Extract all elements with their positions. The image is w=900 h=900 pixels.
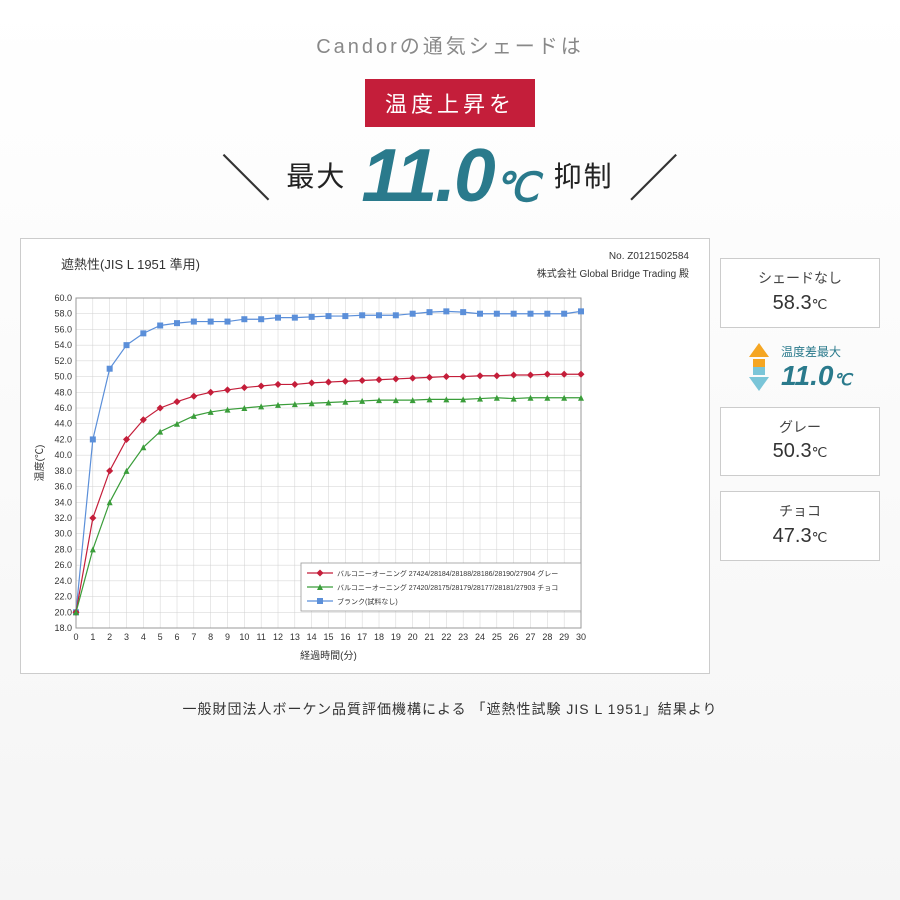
svg-text:14: 14 bbox=[307, 632, 317, 642]
svg-text:32.0: 32.0 bbox=[54, 513, 72, 523]
svg-text:20: 20 bbox=[408, 632, 418, 642]
line-chart: 18.0 20.0 22.0 24.0 26.0 28.0 30.0 32.0 34.0 36.0… bbox=[31, 273, 591, 663]
svg-text:20.0: 20.0 bbox=[54, 607, 72, 617]
svg-text:19: 19 bbox=[391, 632, 401, 642]
svg-text:54.0: 54.0 bbox=[54, 340, 72, 350]
svg-text:30: 30 bbox=[576, 632, 586, 642]
svg-text:34.0: 34.0 bbox=[54, 497, 72, 507]
svg-text:5: 5 bbox=[158, 632, 163, 642]
slash-left-icon: ／ bbox=[221, 139, 271, 211]
svg-text:9: 9 bbox=[225, 632, 230, 642]
svg-text:48.0: 48.0 bbox=[54, 387, 72, 397]
callout-grey: グレー 50.3℃ bbox=[720, 407, 880, 477]
svg-text:44.0: 44.0 bbox=[54, 419, 72, 429]
callout-title: チョコ bbox=[731, 502, 869, 522]
svg-text:バルコニーオーニング 27424/28184/28188/2: バルコニーオーニング 27424/28184/28188/28186/28190… bbox=[337, 569, 558, 578]
headline-number: 11.0 bbox=[361, 133, 493, 217]
svg-text:24.0: 24.0 bbox=[54, 576, 72, 586]
svg-text:24: 24 bbox=[475, 632, 485, 642]
svg-text:22.0: 22.0 bbox=[54, 592, 72, 602]
svg-text:21: 21 bbox=[424, 632, 434, 642]
svg-text:40.0: 40.0 bbox=[54, 450, 72, 460]
svg-text:2: 2 bbox=[107, 632, 112, 642]
chart-panel: 遮熱性(JIS L 1951 準用) No. Z0121502584 株式会社 … bbox=[20, 238, 710, 674]
svg-text:23: 23 bbox=[458, 632, 468, 642]
svg-text:7: 7 bbox=[191, 632, 196, 642]
svg-text:12: 12 bbox=[273, 632, 283, 642]
headline-prefix: 最大 bbox=[286, 155, 346, 195]
svg-text:6: 6 bbox=[174, 632, 179, 642]
callout-value: 47.3℃ bbox=[731, 522, 869, 550]
difference-callout: 温度差最大 11.0℃ bbox=[720, 343, 880, 392]
headline-unit: ℃ bbox=[494, 166, 539, 210]
callout-no-shade: シェードなし 58.3℃ bbox=[720, 258, 880, 328]
badge-wrap: 温度上昇を bbox=[20, 79, 880, 127]
callout-title: グレー bbox=[731, 418, 869, 438]
svg-text:18: 18 bbox=[374, 632, 384, 642]
callout-value: 58.3℃ bbox=[731, 289, 869, 317]
svg-text:38.0: 38.0 bbox=[54, 466, 72, 476]
svg-text:17: 17 bbox=[357, 632, 367, 642]
svg-text:60.0: 60.0 bbox=[54, 293, 72, 303]
callout-choco: チョコ 47.3℃ bbox=[720, 491, 880, 561]
svg-text:18.0: 18.0 bbox=[54, 623, 72, 633]
diff-value: 11.0℃ bbox=[781, 360, 851, 392]
svg-text:8: 8 bbox=[208, 632, 213, 642]
svg-text:36.0: 36.0 bbox=[54, 482, 72, 492]
svg-text:29: 29 bbox=[559, 632, 569, 642]
svg-text:52.0: 52.0 bbox=[54, 356, 72, 366]
svg-text:バルコニーオーニング 27420/28175/28179/2: バルコニーオーニング 27420/28175/28179/28177/28181… bbox=[337, 583, 558, 592]
svg-text:13: 13 bbox=[290, 632, 300, 642]
svg-text:50.0: 50.0 bbox=[54, 372, 72, 382]
svg-text:27: 27 bbox=[525, 632, 535, 642]
svg-text:15: 15 bbox=[323, 632, 333, 642]
slash-right-icon: ／ bbox=[629, 139, 679, 211]
main-content: 遮熱性(JIS L 1951 準用) No. Z0121502584 株式会社 … bbox=[20, 238, 880, 674]
intro-text: Candorの通気シェードは bbox=[20, 30, 880, 59]
arrows-icon bbox=[749, 343, 769, 391]
svg-text:22: 22 bbox=[441, 632, 451, 642]
svg-text:1: 1 bbox=[90, 632, 95, 642]
chart-company: 株式会社 Global Bridge Trading 殿 bbox=[537, 265, 689, 280]
chart-test-no: No. Z0121502584 bbox=[609, 251, 689, 262]
footer-citation: 一般財団法人ボーケン品質評価機構による 「遮熱性試験 JIS L 1951」結果… bbox=[20, 699, 880, 719]
callout-value: 50.3℃ bbox=[731, 437, 869, 465]
svg-text:30.0: 30.0 bbox=[54, 529, 72, 539]
badge: 温度上昇を bbox=[365, 79, 535, 127]
side-panel: シェードなし 58.3℃ 温度差最大 11.0℃ グレー 50.3℃ チョコ bbox=[720, 238, 880, 674]
diff-label: 温度差最大 bbox=[781, 343, 851, 360]
svg-text:ブランク(試料なし): ブランク(試料なし) bbox=[337, 597, 398, 606]
svg-text:46.0: 46.0 bbox=[54, 403, 72, 413]
svg-text:26: 26 bbox=[509, 632, 519, 642]
svg-text:26.0: 26.0 bbox=[54, 560, 72, 570]
svg-text:25: 25 bbox=[492, 632, 502, 642]
svg-text:10: 10 bbox=[239, 632, 249, 642]
infographic-container: Candorの通気シェードは 温度上昇を ／ 最大 11.0℃ 抑制 ／ 遮熱性… bbox=[0, 0, 900, 900]
svg-text:3: 3 bbox=[124, 632, 129, 642]
svg-text:温度(℃): 温度(℃) bbox=[33, 445, 46, 482]
svg-text:42.0: 42.0 bbox=[54, 434, 72, 444]
svg-text:56.0: 56.0 bbox=[54, 324, 72, 334]
svg-text:0: 0 bbox=[73, 632, 78, 642]
svg-text:4: 4 bbox=[141, 632, 146, 642]
svg-text:28: 28 bbox=[542, 632, 552, 642]
svg-text:経過時間(分): 経過時間(分) bbox=[300, 649, 357, 662]
svg-text:11: 11 bbox=[256, 632, 265, 642]
headline: ／ 最大 11.0℃ 抑制 ／ bbox=[20, 132, 880, 218]
svg-text:28.0: 28.0 bbox=[54, 544, 72, 554]
callout-title: シェードなし bbox=[731, 269, 869, 289]
headline-suffix: 抑制 bbox=[554, 155, 614, 195]
svg-text:16: 16 bbox=[340, 632, 350, 642]
svg-text:58.0: 58.0 bbox=[54, 309, 72, 319]
